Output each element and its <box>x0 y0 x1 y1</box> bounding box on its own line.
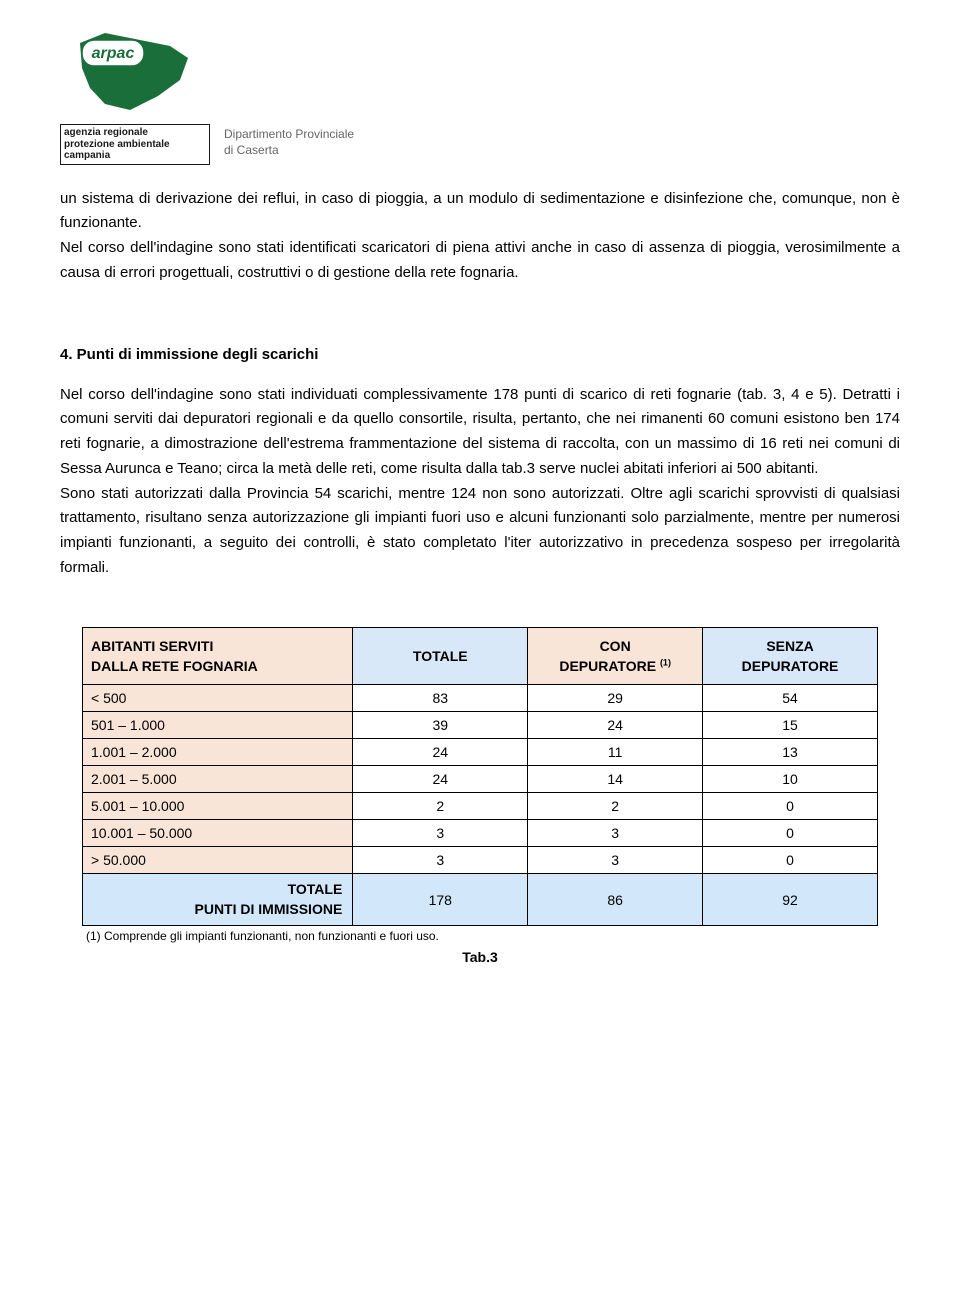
logo-caption-line: campania <box>64 150 110 161</box>
table-body: < 500 83 29 54 501 – 1.000 39 24 15 1.00… <box>83 685 878 926</box>
cell: 15 <box>703 712 878 739</box>
row-label: 5.001 – 10.000 <box>83 793 353 820</box>
row-label: 501 – 1.000 <box>83 712 353 739</box>
table-caption: Tab.3 <box>82 949 878 965</box>
cell: 2 <box>528 793 703 820</box>
page-header: arpac agenzia regionale protezione ambie… <box>60 18 900 165</box>
cell: 24 <box>353 739 528 766</box>
col-header-abitanti: ABITANTI SERVITI DALLA RETE FOGNARIA <box>83 627 353 685</box>
logo-caption: agenzia regionale protezione ambientale … <box>60 124 210 165</box>
svg-text:arpac: arpac <box>92 45 135 62</box>
cell: 0 <box>703 820 878 847</box>
col-header-senza-depuratore: SENZA DEPURATORE <box>703 627 878 685</box>
table-row: < 500 83 29 54 <box>83 685 878 712</box>
col-header-totale: TOTALE <box>353 627 528 685</box>
table-row: 2.001 – 5.000 24 14 10 <box>83 766 878 793</box>
cell: 11 <box>528 739 703 766</box>
total-cell: 86 <box>528 874 703 926</box>
total-cell: 178 <box>353 874 528 926</box>
total-label: TOTALE PUNTI DI IMMISSIONE <box>83 874 353 926</box>
cell: 14 <box>528 766 703 793</box>
table-row: 5.001 – 10.000 2 2 0 <box>83 793 878 820</box>
cell: 3 <box>528 820 703 847</box>
paragraph: Nel corso dell'indagine sono stati ident… <box>60 236 900 286</box>
col-header-con-depuratore: CON DEPURATORE (1) <box>528 627 703 685</box>
dept-line: di Caserta <box>224 143 279 157</box>
paragraph: Nel corso dell'indagine sono stati indiv… <box>60 383 900 482</box>
cell: 83 <box>353 685 528 712</box>
row-label: 2.001 – 5.000 <box>83 766 353 793</box>
table-row: 501 – 1.000 39 24 15 <box>83 712 878 739</box>
logo-caption-line: agenzia regionale <box>64 127 148 138</box>
logo-block: arpac agenzia regionale protezione ambie… <box>60 18 210 165</box>
table-container: ABITANTI SERVITI DALLA RETE FOGNARIA TOT… <box>60 627 900 966</box>
paragraph: Sono stati autorizzati dalla Provincia 5… <box>60 482 900 581</box>
cell: 0 <box>703 793 878 820</box>
row-label: 1.001 – 2.000 <box>83 739 353 766</box>
cell: 24 <box>528 712 703 739</box>
row-label: 10.001 – 50.000 <box>83 820 353 847</box>
table-row: 1.001 – 2.000 24 11 13 <box>83 739 878 766</box>
cell: 3 <box>353 820 528 847</box>
section-heading: 4. Punti di immissione degli scarichi <box>60 346 900 363</box>
total-cell: 92 <box>703 874 878 926</box>
arpac-logo: arpac <box>60 18 210 128</box>
logo-caption-line: protezione ambientale <box>64 139 170 150</box>
table-row: > 50.000 3 3 0 <box>83 847 878 874</box>
table-header-row: ABITANTI SERVITI DALLA RETE FOGNARIA TOT… <box>83 627 878 685</box>
cell: 39 <box>353 712 528 739</box>
document-body: un sistema di derivazione dei reflui, in… <box>60 187 900 581</box>
cell: 0 <box>703 847 878 874</box>
row-label: > 50.000 <box>83 847 353 874</box>
table-row: 10.001 – 50.000 3 3 0 <box>83 820 878 847</box>
cell: 3 <box>528 847 703 874</box>
cell: 10 <box>703 766 878 793</box>
table-total-row: TOTALE PUNTI DI IMMISSIONE 178 86 92 <box>83 874 878 926</box>
cell: 54 <box>703 685 878 712</box>
cell: 13 <box>703 739 878 766</box>
cell: 2 <box>353 793 528 820</box>
cell: 3 <box>353 847 528 874</box>
row-label: < 500 <box>83 685 353 712</box>
cell: 29 <box>528 685 703 712</box>
cell: 24 <box>353 766 528 793</box>
table-footnote: (1) Comprende gli impianti funzionanti, … <box>82 929 878 943</box>
department-label: Dipartimento Provinciale di Caserta <box>224 127 354 164</box>
paragraph: un sistema di derivazione dei reflui, in… <box>60 187 900 237</box>
immissione-table: ABITANTI SERVITI DALLA RETE FOGNARIA TOT… <box>82 627 878 927</box>
dept-line: Dipartimento Provinciale <box>224 127 354 141</box>
